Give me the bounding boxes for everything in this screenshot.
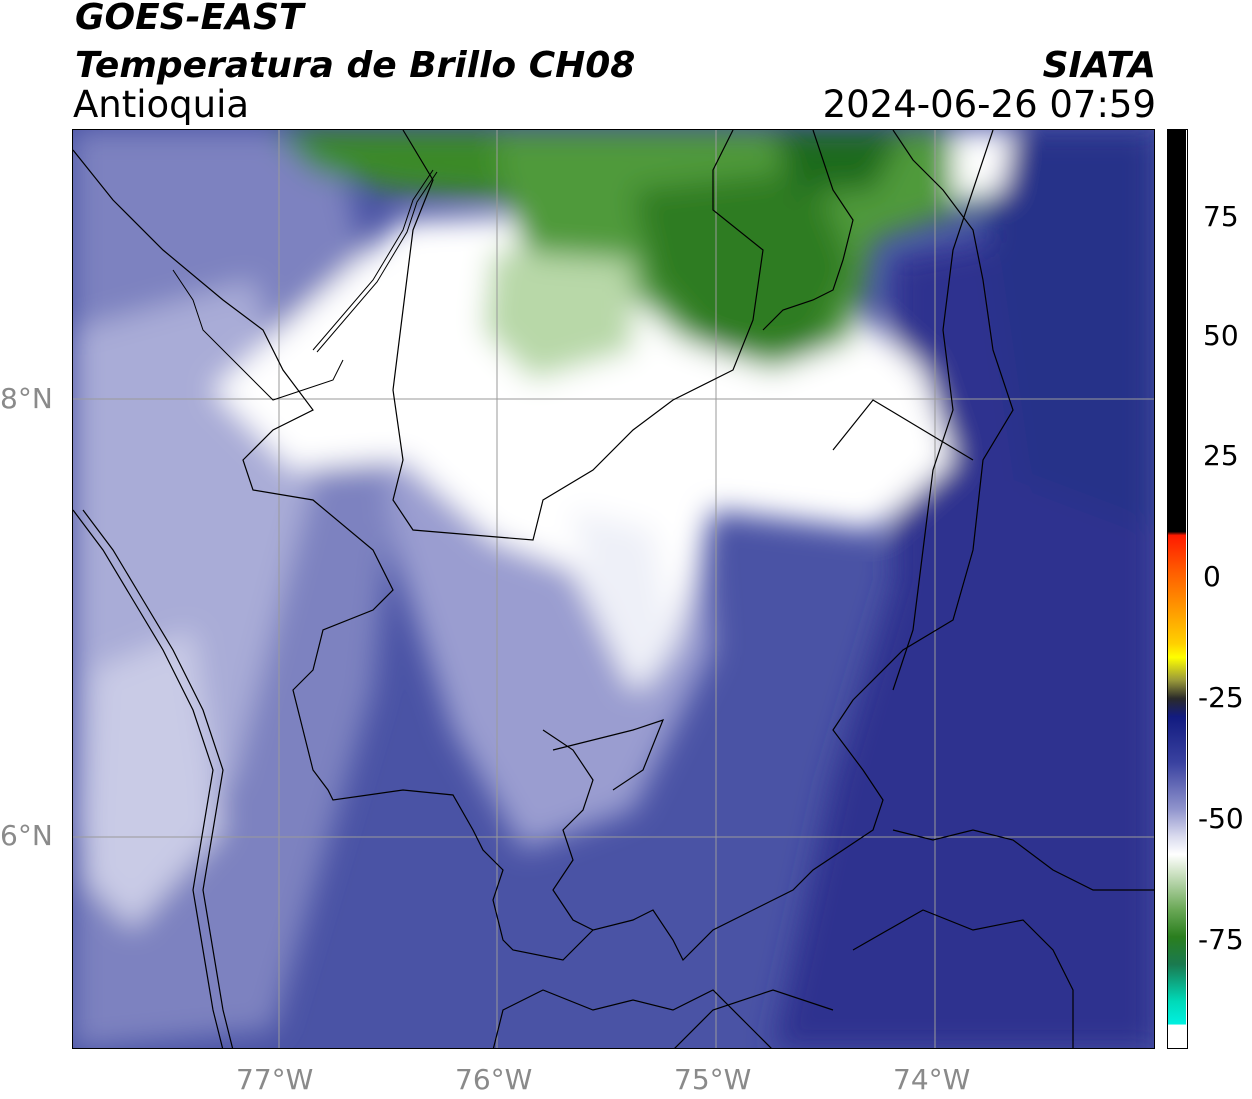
colorbar-tick-25: 25 xyxy=(1203,439,1239,472)
admin-boundaries xyxy=(73,130,1154,1048)
colorbar-tick-75: 75 xyxy=(1203,200,1239,233)
region-title: Antioquia xyxy=(73,83,250,126)
colorbar-tick-minus25: -25 xyxy=(1198,681,1244,714)
satellite-title: GOES-EAST xyxy=(75,0,304,38)
cloud-temperature-field xyxy=(73,130,1154,1048)
colorbar-tick-50: 50 xyxy=(1203,319,1239,352)
satellite-map xyxy=(72,129,1155,1049)
lon-tick-75w: 75°W xyxy=(674,1063,752,1096)
datetime-label: 2024-06-26 07:59 xyxy=(822,83,1156,126)
lat-tick-8n: 8°N xyxy=(0,382,53,415)
coastline xyxy=(172,169,438,401)
colorbar-gradient xyxy=(1168,130,1186,1047)
map-svg xyxy=(73,130,1154,1048)
temperature-colorbar xyxy=(1167,129,1188,1049)
product-title: Temperatura de Brillo CH08 xyxy=(75,45,636,86)
colorbar-tick-0: 0 xyxy=(1203,560,1221,593)
organization-label: SIATA xyxy=(1042,45,1156,86)
graticule xyxy=(73,130,1154,1048)
lat-tick-6n: 6°N xyxy=(0,819,53,852)
lon-tick-77w: 77°W xyxy=(236,1063,314,1096)
lon-tick-74w: 74°W xyxy=(893,1063,971,1096)
colorbar-svg xyxy=(1168,130,1186,1047)
colorbar-tick-minus50: -50 xyxy=(1198,802,1244,835)
lon-tick-76w: 76°W xyxy=(455,1063,533,1096)
colorbar-tick-minus75: -75 xyxy=(1198,923,1244,956)
